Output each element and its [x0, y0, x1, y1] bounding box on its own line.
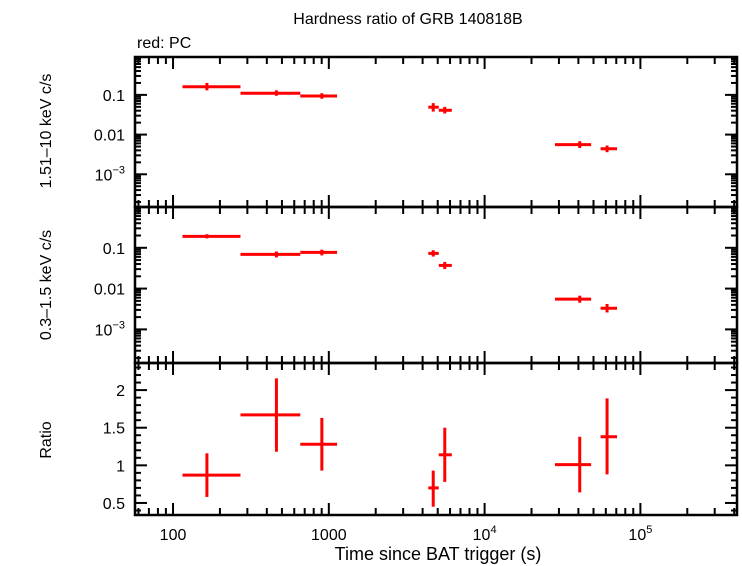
y-tick-label: 0.01 [94, 282, 125, 299]
y-axis-label-hard: 1.51–10 keV c/s [38, 74, 55, 189]
data-point [300, 249, 338, 256]
data-point [438, 106, 452, 114]
x-tick-label: 105 [628, 524, 652, 544]
y-tick-label: 1.5 [103, 421, 125, 438]
annotation-red-pc: red: PC [137, 35, 191, 52]
y-tick-label: 1 [116, 458, 125, 475]
chart-title: Hardness ratio of GRB 140818B [293, 11, 522, 28]
y-tick-label: 0.01 [94, 128, 125, 145]
y-axis-label-ratio: Ratio [38, 421, 55, 458]
y-axis-label-soft: 0.3–1.5 keV c/s [38, 230, 55, 340]
data-point [554, 295, 592, 303]
data-point [428, 250, 439, 257]
data-point [438, 261, 452, 270]
y-tick-label: 10−3 [95, 164, 125, 184]
data-point [600, 145, 618, 153]
data-point [554, 436, 592, 493]
y-tick-label: 2 [116, 383, 125, 400]
x-tick-label: 104 [473, 524, 497, 544]
x-tick-label: 1000 [311, 527, 347, 544]
data-point [554, 141, 592, 148]
y-tick-label: 10−3 [95, 319, 125, 339]
data-point [600, 303, 618, 313]
data-point [240, 90, 301, 96]
data-point [600, 398, 618, 475]
panel-2 [133, 205, 739, 365]
y-tick-label: 0.1 [103, 241, 125, 258]
data-point [240, 251, 301, 258]
data-point [428, 103, 439, 112]
x-tick-label: 100 [160, 527, 187, 544]
data-point [182, 453, 241, 497]
data-point [300, 93, 338, 99]
data-point [182, 234, 241, 239]
x-axis-label: Time since BAT trigger (s) [335, 544, 542, 564]
data-point [182, 82, 241, 91]
panel-1 [133, 55, 739, 209]
panel-frame [133, 55, 739, 209]
data-point [438, 427, 452, 482]
data-point [300, 417, 338, 471]
panel-frame [133, 205, 739, 365]
data-point [240, 378, 301, 452]
panel-3 [133, 361, 739, 517]
panel-frame [133, 361, 739, 517]
y-tick-label: 0.5 [103, 496, 125, 513]
y-tick-label: 0.1 [103, 88, 125, 105]
data-point [428, 470, 439, 507]
